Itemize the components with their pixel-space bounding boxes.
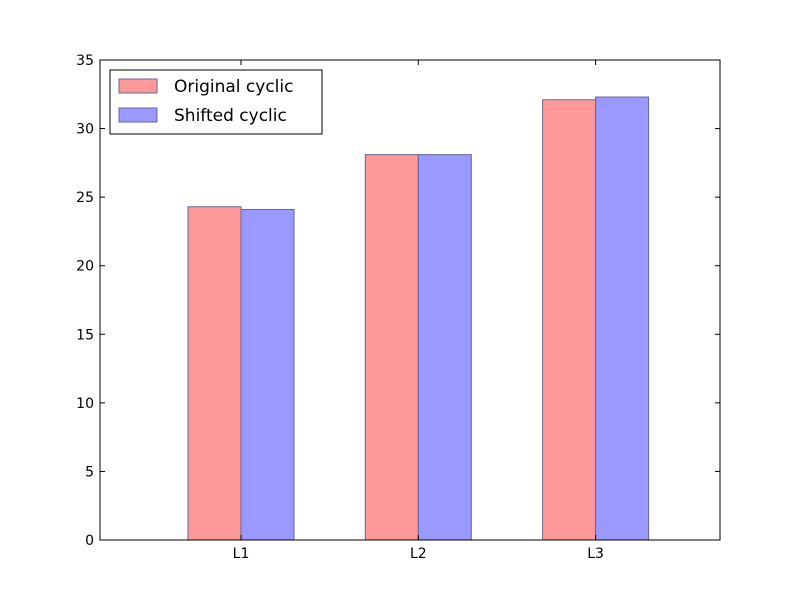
legend-label-shifted-cyclic: Shifted cyclic	[174, 106, 287, 126]
y-tick-label: 15	[76, 327, 94, 343]
y-axis: 0 5 10 15 20 25 30 35	[76, 53, 720, 549]
plot-area-frame	[99, 59, 721, 541]
x-tick-label-l1: L1	[233, 546, 250, 562]
y-tick-label: 10	[76, 396, 94, 412]
bar-original-cyclic-l1	[187, 206, 242, 541]
legend-label-original-cyclic: Original cyclic	[174, 77, 293, 97]
bars-group	[187, 96, 650, 541]
x-axis: L1 L2 L3	[233, 60, 604, 562]
y-tick-label: 20	[76, 259, 94, 275]
bar-original-cyclic-l3	[542, 99, 597, 541]
y-tick-label: 35	[76, 53, 94, 69]
legend: Original cyclic Shifted cyclic	[109, 69, 323, 135]
y-tick-label: 25	[76, 190, 94, 206]
y-tick-label: 0	[85, 533, 94, 549]
legend-swatch-shifted-cyclic	[118, 107, 158, 123]
legend-swatch-original-cyclic	[118, 78, 158, 94]
y-tick-label: 30	[76, 122, 94, 138]
x-tick-label-l2: L2	[410, 546, 427, 562]
bar-original-cyclic-l2	[364, 154, 419, 541]
y-tick-label: 5	[85, 464, 94, 480]
bar-shifted-cyclic-l1	[240, 208, 295, 541]
x-tick-label-l3: L3	[587, 546, 604, 562]
bar-shifted-cyclic-l2	[417, 154, 472, 541]
bar-shifted-cyclic-l3	[595, 96, 650, 541]
